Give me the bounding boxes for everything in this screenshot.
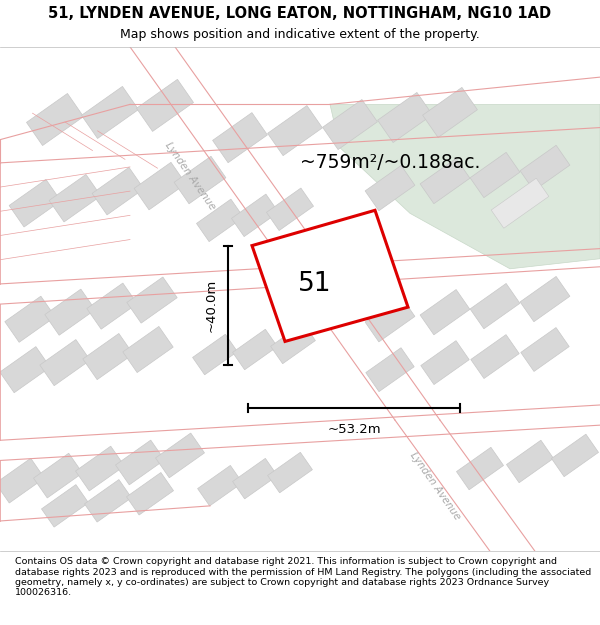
- Polygon shape: [49, 174, 101, 222]
- Polygon shape: [377, 92, 433, 142]
- Text: ~40.0m: ~40.0m: [205, 279, 218, 332]
- Text: ~53.2m: ~53.2m: [327, 423, 381, 436]
- Text: Contains OS data © Crown copyright and database right 2021. This information is : Contains OS data © Crown copyright and d…: [15, 557, 591, 598]
- Polygon shape: [366, 348, 414, 392]
- Polygon shape: [506, 440, 554, 483]
- Text: Map shows position and indicative extent of the property.: Map shows position and indicative extent…: [120, 28, 480, 41]
- Polygon shape: [457, 448, 503, 490]
- Polygon shape: [87, 283, 137, 329]
- Polygon shape: [521, 328, 569, 371]
- Polygon shape: [551, 434, 599, 477]
- Polygon shape: [471, 334, 519, 379]
- Polygon shape: [233, 329, 277, 370]
- Polygon shape: [233, 458, 277, 499]
- Polygon shape: [271, 323, 316, 364]
- Polygon shape: [268, 106, 322, 156]
- Text: ~759m²/~0.188ac.: ~759m²/~0.188ac.: [300, 153, 480, 173]
- Polygon shape: [421, 341, 469, 384]
- Polygon shape: [76, 446, 124, 491]
- Polygon shape: [520, 276, 570, 322]
- Polygon shape: [268, 452, 313, 493]
- Polygon shape: [127, 472, 173, 515]
- Polygon shape: [134, 162, 186, 210]
- Text: 51: 51: [298, 271, 332, 297]
- Polygon shape: [0, 347, 50, 392]
- Polygon shape: [520, 145, 570, 191]
- Polygon shape: [174, 156, 226, 204]
- Polygon shape: [136, 79, 194, 131]
- Polygon shape: [83, 334, 133, 379]
- Polygon shape: [197, 466, 242, 506]
- Polygon shape: [116, 440, 164, 485]
- Polygon shape: [470, 152, 520, 198]
- Polygon shape: [232, 194, 278, 237]
- Polygon shape: [365, 166, 415, 211]
- Polygon shape: [470, 284, 520, 329]
- Polygon shape: [422, 88, 478, 138]
- Polygon shape: [196, 199, 244, 242]
- Polygon shape: [41, 484, 89, 527]
- Polygon shape: [365, 297, 415, 342]
- Polygon shape: [420, 158, 470, 204]
- Polygon shape: [491, 178, 549, 228]
- Polygon shape: [330, 104, 600, 269]
- Polygon shape: [0, 458, 44, 503]
- Polygon shape: [9, 179, 61, 227]
- Polygon shape: [155, 433, 205, 478]
- Polygon shape: [26, 94, 83, 146]
- Polygon shape: [252, 210, 408, 341]
- Polygon shape: [266, 188, 314, 231]
- Polygon shape: [85, 479, 131, 522]
- Polygon shape: [420, 289, 470, 335]
- Polygon shape: [123, 326, 173, 372]
- Text: Lynden Avenue: Lynden Avenue: [408, 450, 462, 521]
- Polygon shape: [193, 334, 238, 375]
- Text: Lynden Avenue: Lynden Avenue: [163, 140, 217, 212]
- Polygon shape: [5, 296, 55, 343]
- Polygon shape: [212, 112, 268, 162]
- Polygon shape: [323, 99, 377, 149]
- Polygon shape: [40, 339, 90, 386]
- Polygon shape: [127, 277, 177, 323]
- Polygon shape: [82, 86, 139, 139]
- Polygon shape: [92, 168, 144, 215]
- Text: 51, LYNDEN AVENUE, LONG EATON, NOTTINGHAM, NG10 1AD: 51, LYNDEN AVENUE, LONG EATON, NOTTINGHA…: [49, 6, 551, 21]
- Polygon shape: [34, 453, 82, 498]
- Polygon shape: [45, 289, 95, 335]
